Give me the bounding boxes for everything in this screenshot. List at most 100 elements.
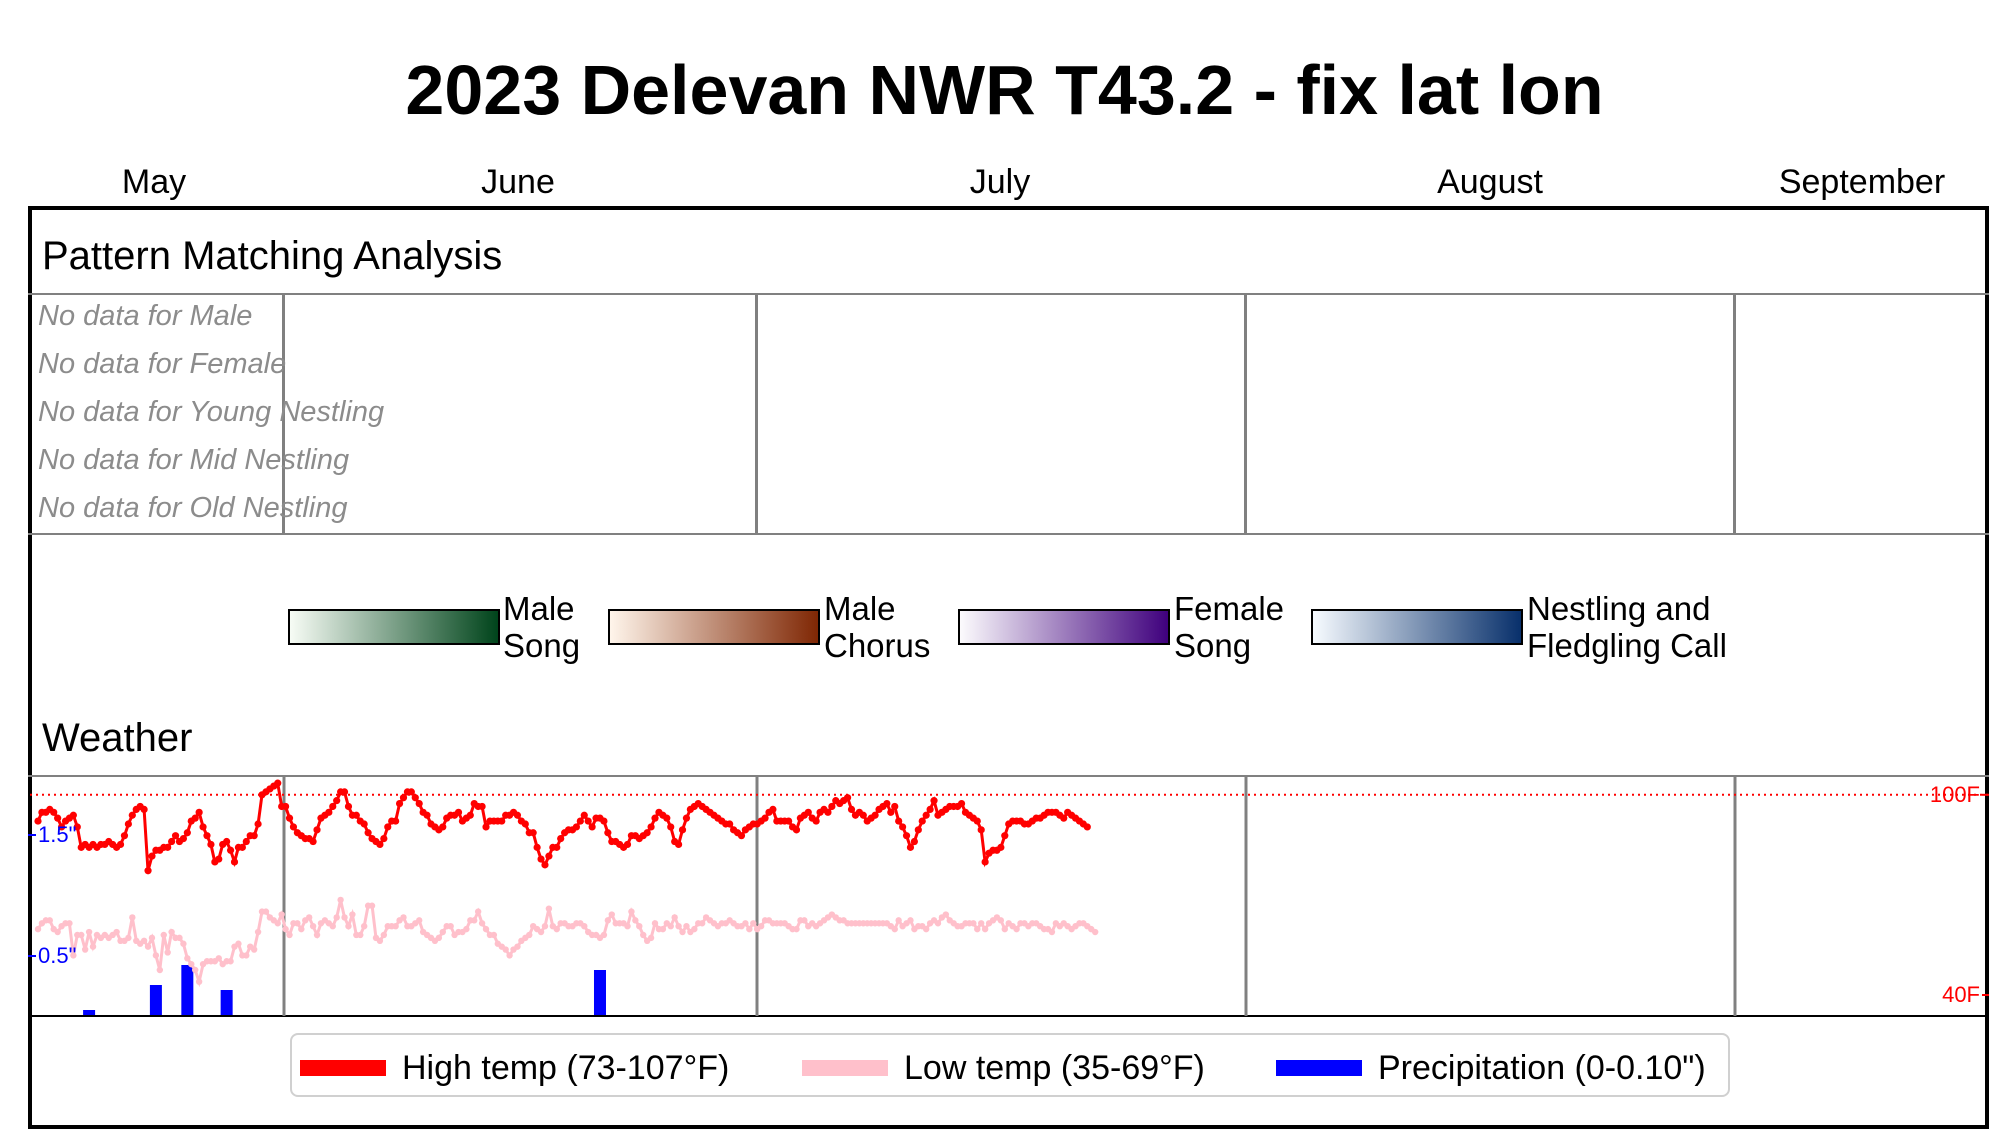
high-temp-point-44 <box>207 840 215 849</box>
low-temp-point-28 <box>144 943 152 950</box>
low-temp-point-153 <box>636 923 643 930</box>
low-temp-point-184 <box>757 923 765 930</box>
low-temp-point-151 <box>628 908 635 915</box>
high-temp-point-161 <box>667 823 675 831</box>
low-temp-point-82 <box>357 931 364 939</box>
low-temp-point-111 <box>471 917 478 924</box>
high-temp-point-113 <box>478 802 486 811</box>
high-temp-point-139 <box>580 811 588 819</box>
high-temp-point-176 <box>726 820 734 828</box>
low-temp-point-116 <box>490 931 498 939</box>
low-temp-point-85 <box>368 902 376 909</box>
high-temp-point-145 <box>604 829 612 837</box>
low-temp-point-145 <box>604 917 612 924</box>
high-temp-point-5 <box>54 814 62 822</box>
high-temp-point-81 <box>352 811 360 819</box>
high-temp-point-157 <box>651 814 659 822</box>
colorbar-label-male-song: Male Song <box>503 590 581 664</box>
high-temp-point-130 <box>545 852 553 860</box>
month-label-may: May <box>121 163 187 201</box>
low-temp-point-11 <box>78 931 85 939</box>
high-temp-point-245 <box>997 843 1005 851</box>
high-temp-point-198 <box>812 817 820 825</box>
month-label-july: July <box>969 163 1031 201</box>
low-temp-point-231 <box>942 911 950 918</box>
low-temp-point-32 <box>160 931 167 939</box>
low-temp-point-13 <box>85 928 93 936</box>
high-temp-point-196 <box>804 808 812 816</box>
high-temp-point-97 <box>415 799 423 808</box>
low-temp-point-70 <box>309 923 317 930</box>
high-temp-point-78 <box>340 788 349 796</box>
low-temp-point-33 <box>164 949 171 956</box>
high-temp-point-88 <box>380 835 388 843</box>
legend-swatch-low <box>802 1060 888 1076</box>
no-data-old-nestling: No data for Old Nestling <box>38 492 348 524</box>
low-temp-point-83 <box>360 923 368 930</box>
low-temp-point-181 <box>746 925 753 933</box>
low-temp-point-195 <box>801 917 808 924</box>
month-label-june: June <box>481 163 555 201</box>
high-temp-point-118 <box>498 817 506 825</box>
high-temp-point-127 <box>533 843 541 851</box>
low-temp-point-91 <box>392 923 399 930</box>
legend-swatch-high <box>300 1060 386 1076</box>
high-temp-point-4 <box>50 808 58 816</box>
colorbar-nestling-call <box>1311 609 1523 645</box>
low-temp-point-31 <box>156 966 164 974</box>
no-data-mid-nestling: No data for Mid Nestling <box>38 444 350 476</box>
high-temp-point-187 <box>769 805 777 814</box>
chart-frame <box>28 206 1989 1129</box>
high-temp-point-71 <box>313 826 321 834</box>
high-temp-point-79 <box>344 802 353 811</box>
weather-legend: High temp (73-107°F) Low temp (35-69°F) … <box>290 1033 1730 1097</box>
legend-swatch-precip <box>1276 1060 1362 1076</box>
high-temp-point-93 <box>399 794 408 802</box>
high-temp-point-217 <box>887 808 895 816</box>
low-temp-point-161 <box>667 923 674 930</box>
low-temp-point-23 <box>125 934 132 942</box>
low-temp-point-80 <box>349 911 356 918</box>
low-temp-point-76 <box>333 914 340 921</box>
high-temp-point-33 <box>164 843 172 851</box>
high-temp-point-128 <box>537 855 545 863</box>
high-temp-point-50 <box>230 858 239 866</box>
low-temp-point-62 <box>278 911 285 918</box>
low-temp-point-167 <box>691 925 698 933</box>
low-temp-point-226 <box>922 925 930 933</box>
low-temp-point-180 <box>742 920 749 927</box>
low-temp-point-152 <box>632 917 639 924</box>
low-temp-point-49 <box>227 958 234 965</box>
low-temp-point-105 <box>447 923 454 930</box>
high-temp-point-92 <box>395 799 404 808</box>
temp-tick-100f: 100F <box>1930 782 1980 807</box>
high-temp-point-37 <box>179 835 188 843</box>
low-temp-point-159 <box>659 925 667 933</box>
high-temp-point-193 <box>792 826 801 834</box>
high-temp-point-84 <box>364 829 372 837</box>
high-temp-point-21 <box>116 840 125 849</box>
high-temp-point-23 <box>124 820 132 828</box>
high-temp-point-144 <box>600 817 608 825</box>
low-temp-point-87 <box>376 937 384 944</box>
low-temp-point-120 <box>506 952 513 959</box>
low-temp-point-114 <box>482 925 490 933</box>
low-temp-point-132 <box>553 925 560 933</box>
high-temp-point-223 <box>910 837 918 846</box>
low-temp-point-88 <box>380 931 388 939</box>
precip-tick-1-5: 1.5" <box>38 822 76 847</box>
high-temp-point-241 <box>981 858 989 866</box>
high-temp-point-133 <box>557 835 565 843</box>
low-temp-point-193 <box>793 925 800 933</box>
high-temp-point-165 <box>682 814 691 822</box>
colorbar-male-chorus <box>608 609 820 645</box>
low-temp-point-238 <box>970 920 977 927</box>
high-temp-point-164 <box>678 826 687 834</box>
high-temp-point-75 <box>329 802 337 811</box>
high-temp-point-222 <box>906 843 915 851</box>
high-temp-point-56 <box>254 820 262 828</box>
low-temp-point-139 <box>581 923 588 930</box>
high-temp-point-227 <box>926 805 934 814</box>
high-temp-point-34 <box>168 837 176 846</box>
